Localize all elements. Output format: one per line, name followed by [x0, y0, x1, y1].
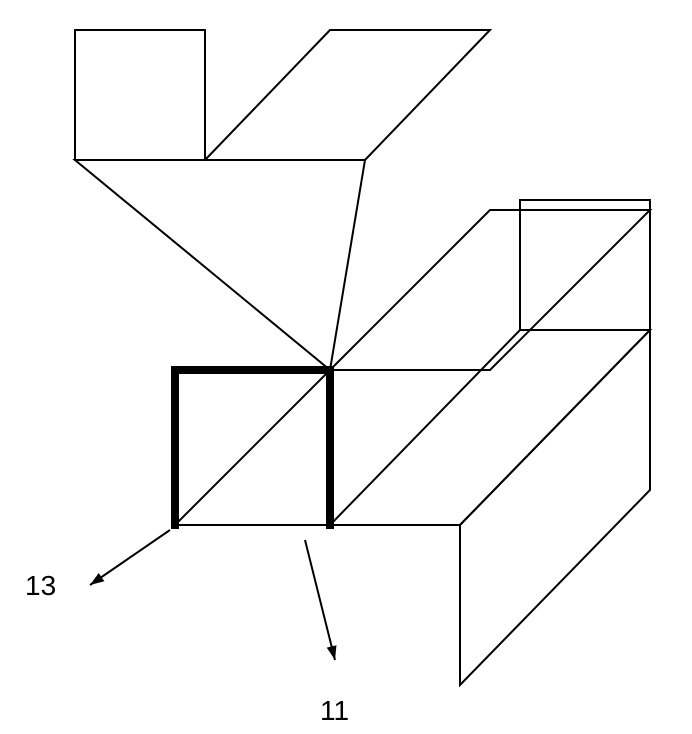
label-13-arrow	[90, 530, 170, 585]
right-lower-parallelogram	[330, 330, 650, 525]
label-11-arrow	[305, 540, 336, 660]
mid-parallelogram	[330, 210, 650, 370]
center-square-diagonal	[175, 370, 330, 525]
top-parallelogram	[205, 30, 490, 160]
bottom-right-parallelogram	[460, 330, 650, 685]
right-mid-square	[520, 200, 650, 330]
label-11: 11	[320, 695, 349, 726]
top-left-square	[75, 30, 205, 160]
label-13: 13	[25, 570, 56, 601]
upper-triangle	[75, 160, 365, 370]
